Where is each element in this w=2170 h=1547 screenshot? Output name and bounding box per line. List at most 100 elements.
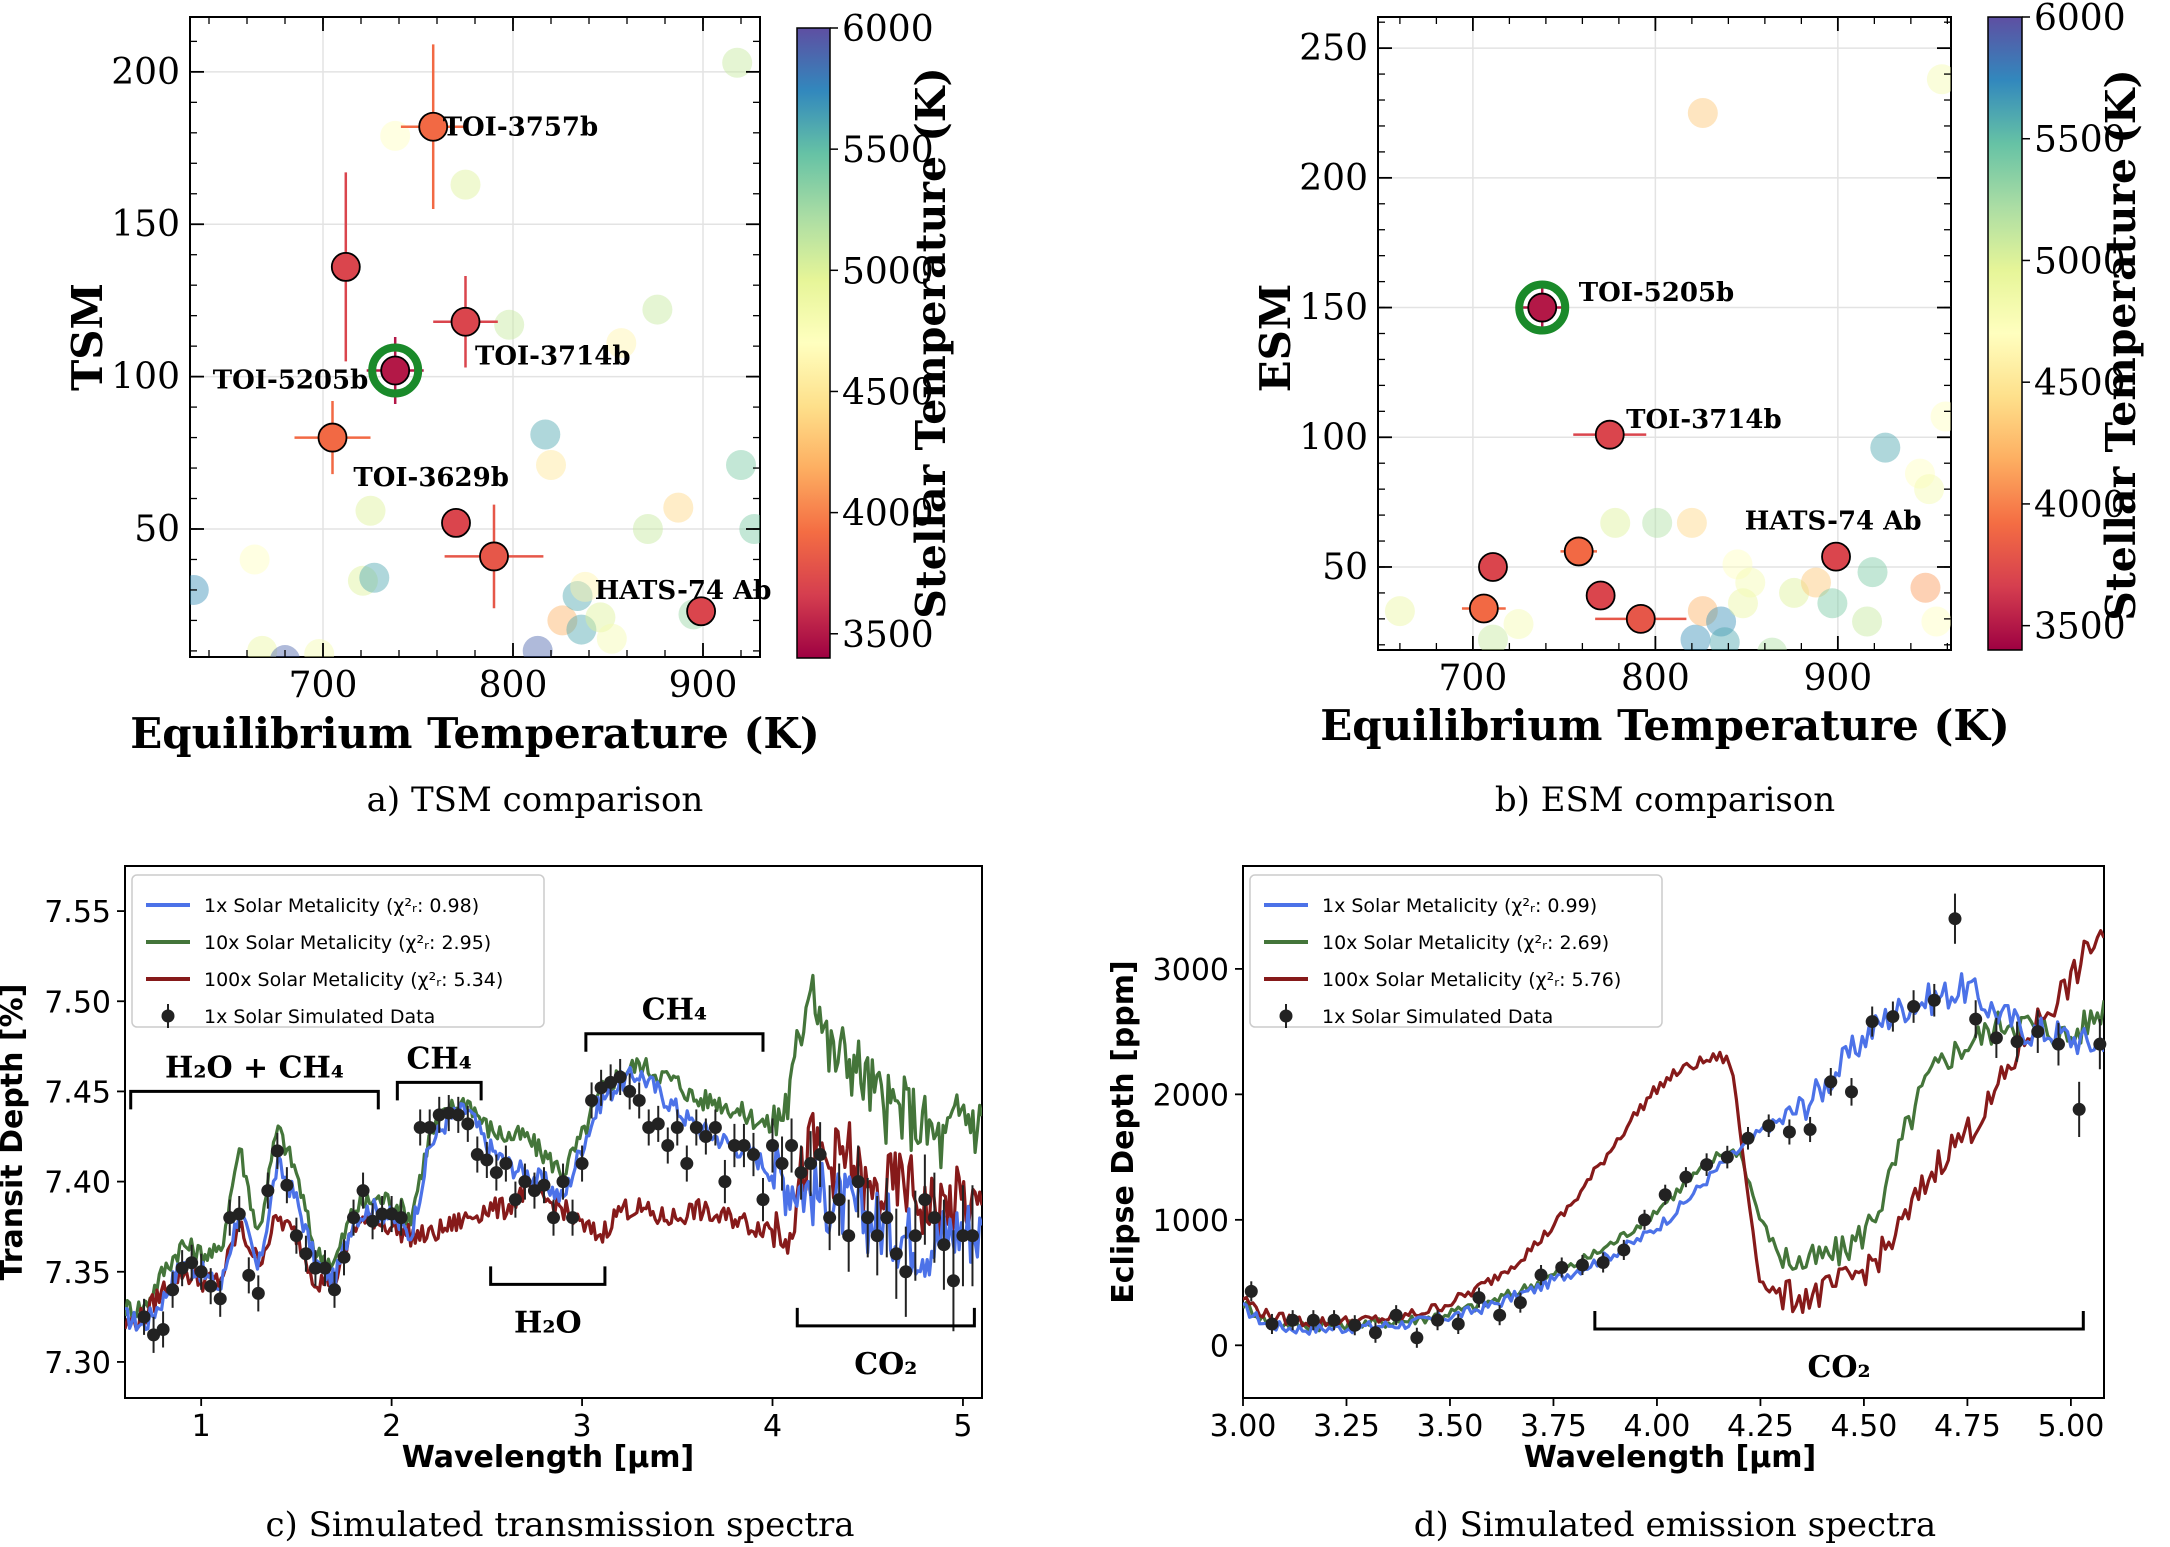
panel-b-ylabel: ESM [1251,284,1300,393]
background-point [1817,588,1848,619]
background-point [570,571,601,602]
data-point [651,1117,665,1131]
background-point [722,47,753,78]
data-point [861,1211,875,1225]
data-point [832,1193,846,1207]
panel-c-legend: 1x Solar Metalicity (χ²ᵣ: 0.98) 10x Solar… [131,874,545,1028]
data-point [794,1166,808,1180]
data-point [299,1247,313,1261]
data-point [251,1286,265,1300]
highlight-ring [1515,280,1570,335]
y-tick-label: 100 [1299,417,1368,458]
data-point [2072,1102,2086,1116]
data-point [1844,1085,1858,1099]
data-point [727,1139,741,1153]
y-tick-label: 150 [111,204,180,245]
data-point [527,1184,541,1198]
x-tick-label: 700 [1439,658,1508,699]
background-point [1600,507,1631,538]
planet-point [1527,292,1558,323]
y-tick-label: 100 [111,357,180,398]
data-point [1368,1326,1382,1340]
y-tick-label: 1000 [1153,1204,1229,1239]
legend-entry: 10x Solar Metalicity (χ²ᵣ: 2.69) [1322,932,1609,954]
data-point [347,1211,361,1225]
data-point [451,1108,465,1122]
data-point [613,1070,627,1084]
panel-d-legend: 1x Solar Metalicity (χ²ᵣ: 0.99) 10x Solar… [1249,874,1663,1028]
background-point [1384,596,1415,627]
data-point [670,1120,684,1134]
data-point [1948,912,1962,926]
data-point [575,1157,589,1171]
data-point [2031,1025,2045,1039]
panel-a-colorbar-label: Stellar Temperature (K) [907,67,955,619]
background-point [1709,627,1740,650]
band-label: H₂O + CH₄ [165,1050,344,1085]
x-tick-label: 700 [289,665,358,706]
data-point [1638,1213,1652,1227]
x-tick-label: 3.75 [1520,1409,1587,1444]
band-bracket [129,1089,380,1110]
band-bracket [489,1266,607,1286]
data-point [1348,1318,1362,1332]
data-point [185,1256,199,1270]
background-point [663,492,694,523]
data-point [737,1139,751,1153]
planet-point [450,306,481,337]
data-point [137,1310,151,1324]
data-point [946,1274,960,1288]
data-point [337,1250,351,1264]
colorbar-tick-label: 6000 [842,9,934,50]
legend-box [131,874,545,1028]
band-label: CO₂ [854,1347,917,1382]
background-point [1687,97,1718,128]
data-point [870,1229,884,1243]
colorbar-tick-label: 4500 [2034,363,2126,404]
data-point [804,1157,818,1171]
x-tick-label: 2 [382,1409,401,1444]
panel-c-marks: H₂O + CH₄ CH₄ CH₄ H₂O CO₂ [125,973,982,1382]
data-point [851,1175,865,1189]
panel-b-marks: TOI-5205b TOI-3714b HATS-74 Ab [1384,64,1951,650]
data-point [842,1229,856,1243]
planet-label: TOI-3714b [475,341,631,371]
data-point [489,1166,503,1180]
panel-b-xlabel: Equilibrium Temperature (K) [1320,701,2010,750]
background-point [1779,577,1810,608]
panel-c-caption: c) Simulated transmission spectra [265,1505,854,1545]
panel-c-transmission-chart: H₂O + CH₄ CH₄ CH₄ H₂O CO₂ 1 2 3 4 5 7.30 7.35 7.40 7… [0,865,983,1545]
data-point [356,1184,370,1198]
background-point [494,309,525,340]
data-point [461,1117,475,1131]
background-point [547,605,578,636]
legend-entry: 1x Solar Metalicity (χ²ᵣ: 0.98) [204,895,479,917]
background-point [1757,637,1787,650]
panel-a-colorbar [796,27,831,659]
panel-a-frame [189,16,761,658]
data-point [746,1148,760,1162]
data-point [1989,1031,2003,1045]
x-tick-label: 5 [953,1409,972,1444]
planet-point [1625,603,1656,634]
background-point [726,450,756,480]
planet-point [1585,580,1616,611]
data-point [470,1148,484,1162]
data-point [718,1175,732,1189]
background-point [347,565,378,596]
data-point [1658,1188,1672,1202]
data-point [270,1144,284,1158]
data-point [1327,1313,1341,1327]
planet-label: HATS-74 Ab [1745,506,1922,536]
series-line-1x [1243,972,2104,1336]
legend-entry: 1x Solar Simulated Data [204,1006,435,1028]
y-tick-label: 150 [1299,288,1368,329]
y-tick-label: 7.45 [44,1075,111,1110]
colorbar-tick-label: 4000 [2034,485,2126,526]
panel-a-tsm-chart: TOI-3757b TOI-3714b TOI-5205b TOI-3629b HATS… [63,9,955,820]
background-point [239,544,270,575]
legend-entry: 1x Solar Metalicity (χ²ᵣ: 0.99) [1322,895,1597,917]
background-point [1503,609,1534,640]
colorbar-tick-label: 3500 [2034,607,2126,648]
background-point [450,169,481,200]
